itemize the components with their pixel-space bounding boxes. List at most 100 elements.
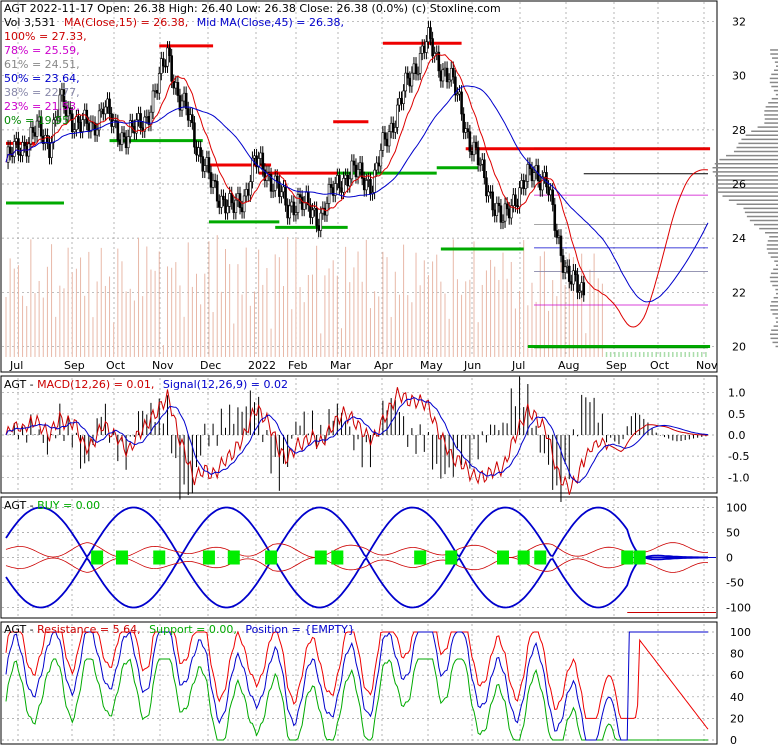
candle-body	[50, 142, 53, 158]
macd-panel-frame	[0, 375, 718, 494]
candle-body	[404, 72, 407, 92]
candle-body	[348, 178, 352, 187]
candle-body	[499, 205, 503, 223]
candle-body	[259, 152, 263, 159]
candle-body	[280, 191, 283, 197]
candle-body	[304, 191, 308, 204]
candle-body	[126, 136, 130, 149]
candle-body	[501, 220, 505, 223]
candle-body	[261, 152, 265, 171]
x-tick-label: Sep	[606, 359, 627, 372]
candle-body	[99, 108, 103, 112]
candle-body	[226, 206, 229, 214]
candle-body	[410, 72, 414, 87]
candle-body	[19, 154, 22, 156]
macd-label: MACD(12,26) = 0.01,	[37, 378, 154, 391]
candle-body	[139, 113, 142, 129]
candle-body	[381, 132, 385, 151]
candle-body	[466, 128, 470, 133]
x-tick-label: Mar	[330, 359, 351, 372]
candle-body	[429, 27, 432, 39]
candle-body	[472, 141, 476, 156]
candle-body	[431, 38, 434, 57]
candle-body	[29, 127, 33, 145]
candle-body	[427, 27, 430, 43]
fib-label: 38% = 22.77,	[4, 86, 80, 99]
candle-body	[367, 179, 370, 181]
candle-body	[319, 212, 323, 231]
candle-body	[578, 290, 581, 293]
volume-profile	[712, 49, 778, 348]
candle-body	[487, 191, 490, 197]
candle-body	[234, 199, 238, 213]
candle-body	[157, 73, 161, 94]
y-tick-label: 50	[726, 527, 740, 540]
candle-body	[532, 172, 536, 182]
candle-body	[242, 195, 246, 213]
candle-body	[203, 165, 207, 172]
buy-signal-box	[227, 550, 240, 565]
candle-body	[480, 159, 484, 165]
candle-body	[166, 47, 169, 67]
candle-body	[344, 174, 347, 179]
candle-body	[228, 193, 231, 207]
candle-body	[224, 199, 227, 214]
candle-body	[383, 132, 387, 140]
candle-body	[180, 100, 184, 111]
candle-body	[346, 174, 349, 187]
candle-body	[232, 202, 236, 213]
candle-body	[217, 200, 221, 208]
candle-body	[284, 186, 287, 206]
candle-body	[423, 45, 426, 53]
position-line	[5, 631, 708, 741]
candle-body	[543, 172, 546, 178]
candle-body	[95, 129, 99, 136]
candle-body	[512, 194, 515, 206]
candle-body	[193, 122, 196, 148]
candle-body	[251, 157, 254, 182]
y-tick-label: 0	[726, 552, 733, 565]
candle-body	[352, 160, 356, 166]
candle-body	[170, 55, 173, 82]
candle-body	[514, 194, 517, 206]
header-line-2: Vol 3,531 MA(Close,15) = 26.38, Mid MA(C…	[4, 16, 344, 29]
candle-body	[155, 90, 159, 94]
midma-label: Mid MA(Close,45) = 26.38,	[197, 16, 344, 29]
y-tick-label: -1.0	[728, 471, 749, 484]
candle-body	[271, 190, 275, 192]
y-tick-label: 0.5	[728, 408, 746, 421]
y-tick-label: 100	[730, 626, 751, 639]
candle-body	[54, 117, 57, 121]
candle-body	[464, 128, 468, 133]
header-line: AGT 2022-11-17 Open: 26.38 High: 26.40 L…	[4, 2, 501, 15]
buy-signal-box	[202, 550, 215, 565]
candle-body	[557, 235, 561, 238]
candle-body	[559, 235, 563, 256]
candle-body	[197, 147, 200, 156]
candle-body	[400, 97, 403, 104]
candle-body	[396, 104, 399, 128]
x-tick-label: Apr	[374, 359, 394, 372]
x-tick-label: Feb	[288, 359, 307, 372]
candle-body	[222, 195, 225, 200]
axis-labels: Jul Sep Oct Nov Dec 2022 Feb Mar Apr May Jun Jul Aug…	[9, 16, 751, 746]
candle-body	[153, 90, 157, 92]
candle-body	[199, 147, 202, 157]
x-tick-label: Oct	[650, 359, 670, 372]
candle-body	[102, 108, 105, 115]
candle-body	[507, 208, 511, 219]
candle-body	[580, 282, 583, 292]
candle-body	[394, 127, 397, 133]
candle-body	[551, 189, 554, 205]
candle-body	[106, 98, 109, 108]
candle-body	[565, 265, 569, 268]
candle-body	[358, 162, 362, 170]
candle-body	[555, 230, 559, 238]
candle-body	[354, 164, 358, 178]
candle-body	[325, 203, 329, 216]
fib-label: 61% = 24.51,	[4, 58, 80, 71]
candle-body	[286, 204, 289, 219]
candle-body	[313, 207, 316, 211]
fib-label: 100% = 27.33,	[4, 30, 87, 43]
candle-body	[317, 225, 320, 231]
